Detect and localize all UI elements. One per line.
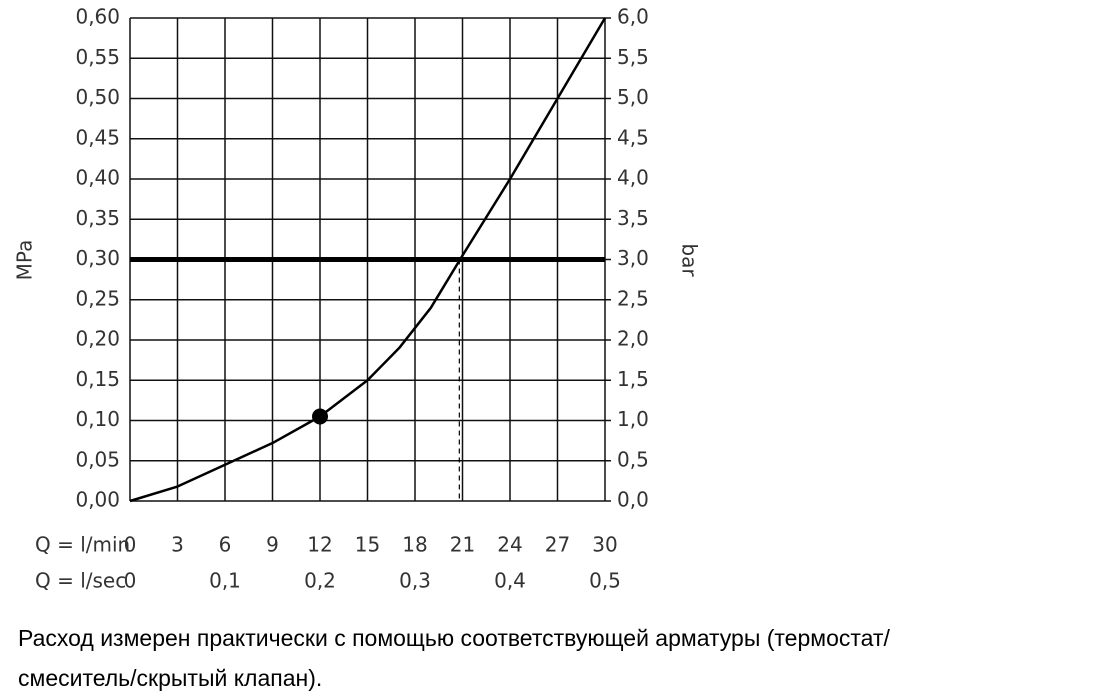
y2-tick-label: 2,0 (617, 327, 649, 351)
y2-tick-label: 0,5 (617, 447, 649, 471)
x-tick-label: 12 (307, 533, 332, 557)
y2-tick-label: 6,0 (617, 5, 649, 29)
x2-tick-label: 0 (124, 569, 137, 593)
x2-tick-label: 0,4 (494, 569, 526, 593)
y-tick-label: 0,35 (75, 206, 120, 230)
y-tick-label: 0,55 (75, 45, 120, 69)
x-tick-label: 15 (355, 533, 380, 557)
caption-line: Расход измерен практически с помощью соо… (18, 625, 890, 651)
y2-tick-label: 4,0 (617, 166, 649, 190)
x-tick-label: 18 (402, 533, 427, 557)
x2-tick-label: 0,3 (399, 569, 431, 593)
highlight-point (312, 408, 328, 425)
y-tick-label: 0,00 (75, 488, 120, 512)
x2-axis-label: Q = l/sec (35, 569, 126, 593)
y-tick-label: 0,30 (75, 246, 120, 270)
x-tick-label: 21 (450, 533, 475, 557)
y-tick-label: 0,45 (75, 125, 120, 149)
x2-tick-label: 0,1 (209, 569, 241, 593)
x-tick-label: 9 (266, 533, 279, 557)
y2-tick-label: 1,5 (617, 367, 649, 391)
x-tick-label: 24 (497, 533, 522, 557)
y-tick-label: 0,50 (75, 85, 120, 109)
y2-tick-label: 5,5 (617, 45, 649, 69)
y-tick-label: 0,40 (75, 166, 120, 190)
y2-tick-label: 3,0 (617, 246, 649, 270)
y2-tick-label: 2,5 (617, 286, 649, 310)
y-tick-label: 0,20 (75, 327, 120, 351)
x-tick-label: 0 (124, 533, 137, 557)
x-tick-label: 27 (545, 533, 570, 557)
curve (129, 17, 607, 503)
y-tick-label: 0,15 (75, 367, 120, 391)
y2-tick-label: 4,5 (617, 125, 649, 149)
x2-tick-label: 0,2 (304, 569, 336, 593)
y2-tick-label: 1,0 (617, 407, 649, 431)
y2-axis-label: bar (678, 243, 702, 277)
x-tick-label: 6 (219, 533, 232, 557)
y-tick-label: 0,25 (75, 286, 120, 310)
caption-line: смеситель/скрытый клапан). (18, 665, 322, 691)
y2-tick-label: 5,0 (617, 85, 649, 109)
x-tick-label: 30 (592, 533, 617, 557)
y2-tick-label: 0,0 (617, 488, 649, 512)
y-tick-label: 0,60 (75, 5, 120, 29)
y2-tick-label: 3,5 (617, 206, 649, 230)
y-axis-label: MPa (13, 240, 37, 281)
x-tick-label: 3 (171, 533, 184, 557)
x-axis-label: Q = l/min (35, 533, 130, 557)
y-tick-label: 0,05 (75, 447, 120, 471)
y-tick-label: 0,10 (75, 407, 120, 431)
x2-tick-label: 0,5 (589, 569, 621, 593)
